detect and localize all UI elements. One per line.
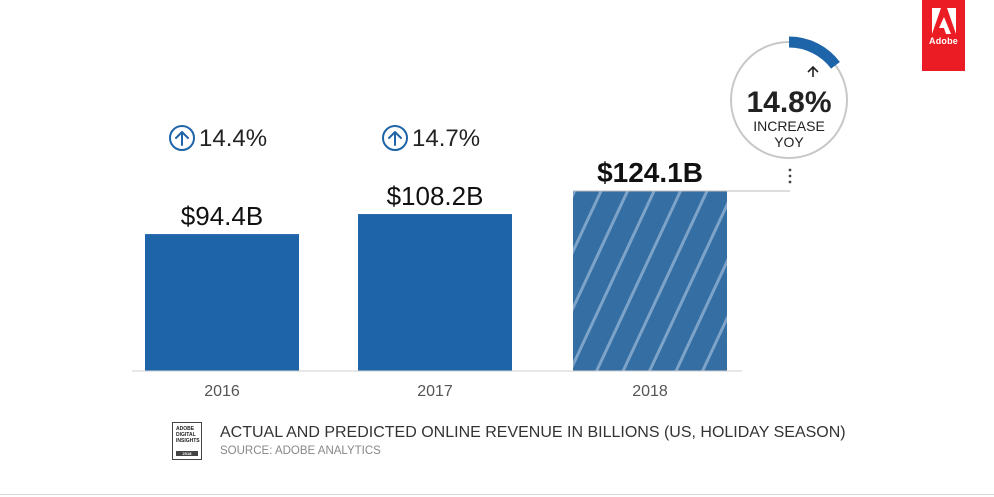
- arrow-up-circle-icon: [382, 125, 408, 151]
- growth-label-2017: 14.7%: [382, 125, 480, 152]
- brand-name: Adobe: [929, 36, 958, 46]
- bottom-divider: [0, 494, 994, 495]
- revenue-bar-chart: $94.4B 2016 14.4% $108.2B 2017 14.7% $124.1B 20…: [132, 36, 848, 400]
- value-label-2016: $94.4B: [181, 201, 263, 231]
- value-label-2017: $108.2B: [387, 181, 484, 211]
- bar-2017: [358, 214, 512, 371]
- leader-dots: [788, 168, 792, 184]
- chart-caption: ACTUAL AND PREDICTED ONLINE REVENUE IN B…: [220, 424, 846, 441]
- growth-label-2016: 14.4%: [169, 125, 267, 152]
- bar-2018: [573, 191, 727, 371]
- arrow-up-circle-icon: [169, 125, 195, 151]
- growth-value: 14.4%: [199, 125, 267, 152]
- category-label-2018: 2018: [632, 383, 668, 400]
- callout-value: 14.8%: [746, 86, 831, 119]
- callout-label-increase: INCREASE: [753, 118, 825, 134]
- adobe-digital-insights-logo: ADOBE DIGITAL INSIGHTS 2018: [172, 422, 202, 460]
- yoy-callout: 14.8% INCREASE YOY: [730, 36, 848, 159]
- value-label-2018: $124.1B: [597, 157, 703, 188]
- chart-source: SOURCE: ADOBE ANALYTICS: [220, 445, 381, 457]
- growth-value: 14.7%: [412, 125, 480, 152]
- adobe-logo: Adobe: [922, 0, 965, 71]
- bar-2016: [145, 234, 299, 371]
- category-label-2017: 2017: [417, 383, 453, 400]
- category-label-2016: 2016: [204, 383, 240, 400]
- arrow-up-icon: [807, 65, 819, 77]
- callout-label-yoy: YOY: [774, 134, 804, 150]
- adobe-mark-icon: [931, 8, 956, 34]
- callout-progress-arc: [788, 36, 840, 69]
